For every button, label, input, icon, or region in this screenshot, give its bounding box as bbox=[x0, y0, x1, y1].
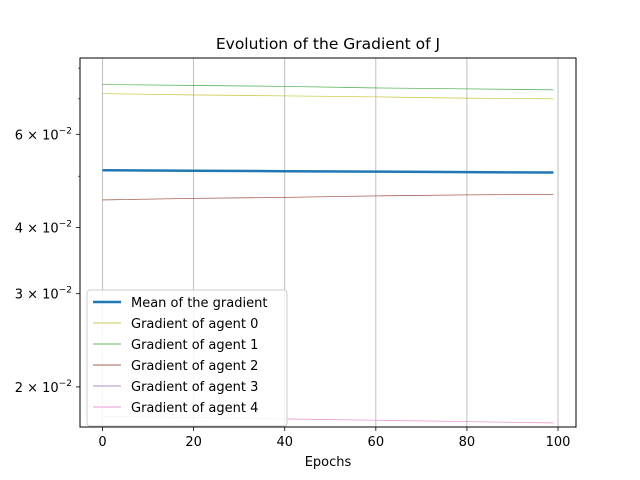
x-tick-label: 0 bbox=[98, 435, 106, 450]
legend-label-0: Mean of the gradient bbox=[131, 296, 267, 311]
y-tick-label: 3 × 10−2 bbox=[15, 286, 72, 303]
legend-label-3: Gradient of agent 2 bbox=[131, 359, 258, 374]
legend-box bbox=[86, 289, 288, 427]
series-line-1 bbox=[102, 93, 554, 100]
y-axis-ticks: 2 × 10−2 3 × 10−2 4 × 10−2 6 × 10−2 bbox=[15, 67, 80, 396]
x-tick-label: 80 bbox=[459, 435, 476, 450]
plot-frame bbox=[79, 57, 577, 428]
series-line-4 bbox=[103, 428, 554, 434]
series-line-0 bbox=[102, 169, 554, 174]
legend-label-4: Gradient of agent 3 bbox=[131, 380, 258, 395]
legend-label-5: Gradient of agent 4 bbox=[131, 401, 258, 416]
x-tick-label: 100 bbox=[546, 435, 571, 450]
series-line-3 bbox=[102, 193, 554, 201]
x-tick-label: 40 bbox=[276, 435, 293, 450]
series-line-2 bbox=[102, 84, 554, 91]
legend-label-2: Gradient of agent 1 bbox=[131, 338, 258, 353]
chart-title: Evolution of the Gradient of J bbox=[216, 35, 440, 53]
y-tick-label: 6 × 10−2 bbox=[15, 126, 72, 143]
x-tick-label: 20 bbox=[185, 435, 202, 450]
y-tick-label: 2 × 10−2 bbox=[15, 379, 72, 396]
x-axis-label: Epochs bbox=[305, 455, 352, 470]
grid-lines bbox=[102, 58, 559, 427]
x-tick-label: 60 bbox=[368, 435, 385, 450]
legend: Mean of the gradient Gradient of agent 0 G… bbox=[86, 289, 288, 427]
legend-label-1: Gradient of agent 0 bbox=[131, 317, 258, 332]
y-tick-label: 4 × 10−2 bbox=[15, 220, 72, 237]
x-axis-ticks: 0 20 40 60 80 100 bbox=[98, 427, 570, 450]
